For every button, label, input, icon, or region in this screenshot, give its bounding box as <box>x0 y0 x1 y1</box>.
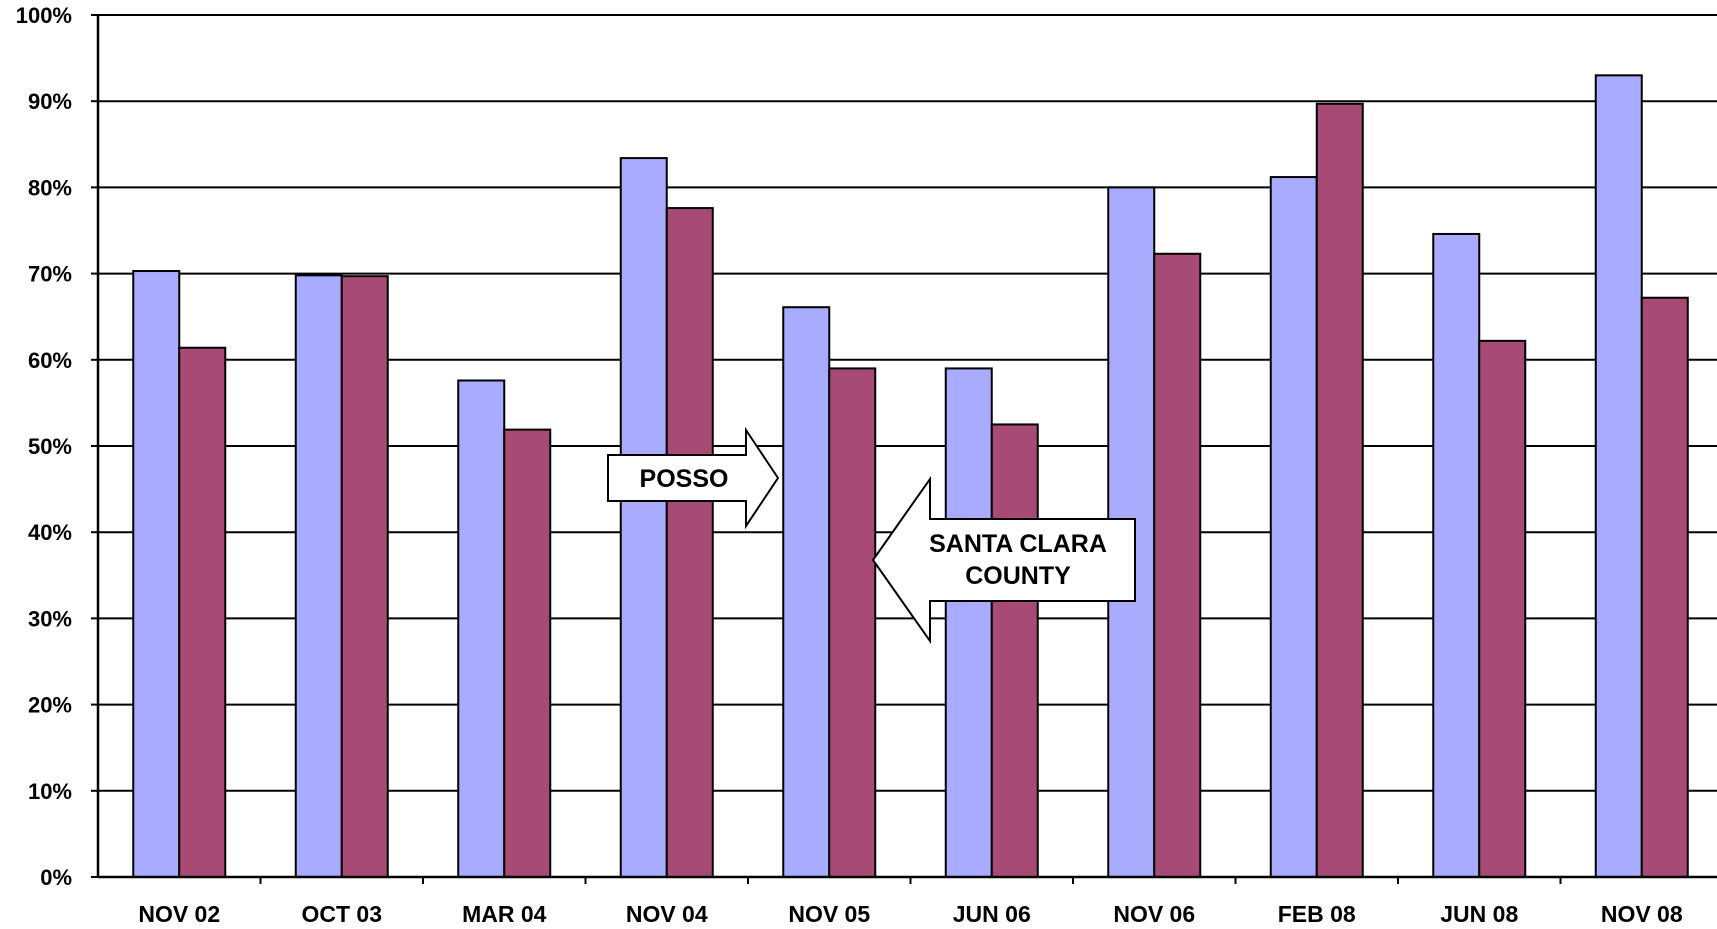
y-tick-label: 40% <box>28 520 72 545</box>
y-tick-label: 60% <box>28 348 72 373</box>
y-tick-label: 20% <box>28 693 72 718</box>
bar-series-2-jun-06 <box>990 423 1039 878</box>
bar-series-1-nov-08 <box>1594 74 1643 878</box>
x-tick-label: NOV 06 <box>1113 901 1195 927</box>
posso-label: POSSO <box>640 465 729 493</box>
x-tick-label: JUN 08 <box>1440 901 1518 927</box>
y-tick-labels: 0% 10% 20% 30% 40% 50% 60% 70% 80% 90% 100% <box>16 3 72 890</box>
x-tick-label: NOV 05 <box>788 901 870 927</box>
bar-series-1-nov-02 <box>132 270 181 879</box>
bar-series-1-oct-03 <box>294 274 343 879</box>
x-tick-label: NOV 08 <box>1601 901 1683 927</box>
bar-series-2-nov-02 <box>178 346 227 878</box>
x-tick-label: MAR 04 <box>462 901 547 927</box>
x-tick-label: OCT 03 <box>301 901 382 927</box>
x-tick-label: NOV 02 <box>138 901 220 927</box>
bar-series-2-jun-08 <box>1478 339 1527 878</box>
x-tick-label: JUN 06 <box>953 901 1031 927</box>
bar-series-1-nov-05 <box>782 306 831 878</box>
y-tick-label: 80% <box>28 175 72 200</box>
x-tick-label: FEB 08 <box>1278 901 1356 927</box>
bar-series-2-nov-08 <box>1640 296 1689 878</box>
x-tick-label: NOV 04 <box>626 901 708 927</box>
y-tick-label: 100% <box>16 3 72 28</box>
county-arrow-shape <box>871 475 1136 645</box>
county-callout: SANTA CLARA COUNTY <box>871 475 1136 645</box>
y-tick-label: 90% <box>28 89 72 114</box>
y-tick-label: 70% <box>28 262 72 287</box>
posso-arrow-shape <box>607 426 780 530</box>
bar-series-2-feb-08 <box>1315 102 1364 878</box>
bar-series-2-nov-05 <box>828 367 877 878</box>
county-label-line2: COUNTY <box>965 562 1071 590</box>
bars <box>132 74 1689 879</box>
posso-callout: POSSO <box>607 426 780 530</box>
county-label-line1: SANTA CLARA <box>929 530 1107 558</box>
bar-series-2-mar-04 <box>503 428 552 878</box>
y-tick-label: 30% <box>28 606 72 631</box>
x-tick-labels: NOV 02 OCT 03 MAR 04 NOV 04 NOV 05 JUN 06 NOV … <box>138 901 1683 927</box>
axes <box>96 15 1717 879</box>
bar-series-1-mar-04 <box>457 379 506 878</box>
y-tick-label: 10% <box>28 779 72 804</box>
bar-series-2-oct-03 <box>340 275 389 879</box>
bar-series-2-nov-04 <box>665 207 714 878</box>
bar-series-1-jun-08 <box>1432 232 1481 878</box>
bar-series-1-nov-04 <box>619 157 668 879</box>
y-tick-label: 50% <box>28 434 72 459</box>
bar-series-1-jun-06 <box>944 367 993 878</box>
y-tick-label: 0% <box>40 865 72 890</box>
bar-series-2-nov-06 <box>1153 252 1202 879</box>
bar-series-1-feb-08 <box>1269 176 1318 878</box>
